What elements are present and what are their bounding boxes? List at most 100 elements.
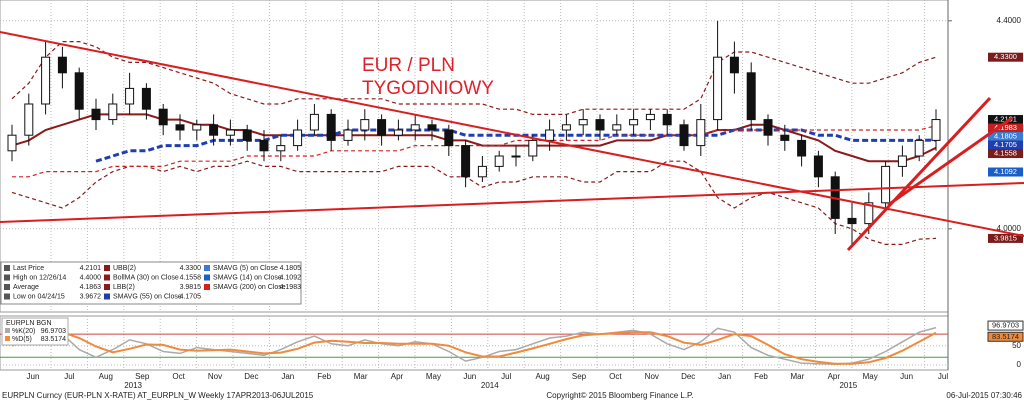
candle-body <box>494 155 504 167</box>
candle-body <box>578 119 588 126</box>
legend-swatch <box>204 284 210 290</box>
candle-body <box>158 108 168 126</box>
candle-body <box>477 165 487 178</box>
annotation: TYGODNIOWY <box>362 78 494 99</box>
stochastic-line <box>11 326 937 365</box>
candle-body <box>242 129 252 141</box>
x-tick-label: Aug <box>99 372 113 381</box>
candle-body <box>864 202 874 225</box>
candle-body <box>108 103 118 121</box>
y-tick-label: 4.4000 <box>997 16 1022 25</box>
legend-name: BollMA (30) on Close <box>113 274 179 281</box>
candle-body <box>797 139 807 157</box>
candle-body <box>645 113 655 121</box>
year-label: 2013 <box>124 381 142 390</box>
legend-swatch <box>204 274 210 281</box>
year-label: 2015 <box>839 381 857 390</box>
stochastic-line <box>11 331 937 365</box>
candle-body <box>679 124 689 147</box>
legend-name: SMAVG (14) on Close <box>213 274 282 281</box>
price-tag <box>988 123 1023 133</box>
legend-value: 4.1863 <box>80 284 102 291</box>
candle-body <box>763 119 773 136</box>
price-tag <box>988 115 1023 125</box>
candle-body <box>914 139 924 157</box>
x-tick-label: Feb <box>754 372 768 381</box>
legend-value: 83.5174 <box>41 336 66 343</box>
x-tick-label: Oct <box>609 372 622 381</box>
candle-body <box>612 124 622 131</box>
x-tick-label: Jul <box>501 372 511 381</box>
price-tag-label: 96.9703 <box>992 321 1019 330</box>
x-tick-label: Jul <box>64 372 74 381</box>
legend-value: 3.9672 <box>80 293 102 300</box>
x-tick-label: Nov <box>208 372 222 381</box>
legend-swatch <box>4 265 10 271</box>
candle-body <box>276 145 286 152</box>
legend-name: %K(20) <box>12 328 35 335</box>
candle-body <box>209 124 219 136</box>
legend-value: 4.1705 <box>180 293 202 300</box>
candle-body <box>192 124 202 131</box>
x-tick-label: Jan <box>718 372 731 381</box>
candle-body <box>24 103 34 136</box>
legend-swatch <box>104 284 110 290</box>
x-tick-label: Dec <box>244 372 258 381</box>
overlay-line <box>12 125 937 178</box>
candle-body <box>461 145 471 178</box>
x-tick-label: Jul <box>938 372 948 381</box>
candle-body <box>881 165 891 204</box>
x-tick-label: Dec <box>681 372 695 381</box>
legend-name: LBB(2) <box>113 284 135 291</box>
price-tag <box>988 167 1023 177</box>
legend-value: 4.1805 <box>280 265 302 272</box>
candle-body <box>360 119 370 131</box>
legend-value: 96.9703 <box>41 328 66 335</box>
legend-name: SMAVG (5) on Close <box>213 265 278 272</box>
legend-name: %D(5) <box>12 336 32 343</box>
footer-center: Copyright© 2015 Bloomberg Finance L.P. <box>546 391 693 400</box>
legend-swatch <box>104 293 110 300</box>
y-tick-label: 0 <box>1017 360 1022 369</box>
x-tick-label: Jun <box>27 372 40 381</box>
lower-legend-box <box>1 317 69 346</box>
legend-swatch <box>104 265 110 271</box>
candle-body <box>444 129 454 147</box>
candle-body <box>326 113 336 141</box>
trend-line <box>846 96 992 252</box>
price-tag-label: 4.1558 <box>994 149 1017 158</box>
candle-body <box>125 87 135 105</box>
candle-body <box>528 139 538 157</box>
candle-body <box>91 108 101 121</box>
candle-body <box>57 56 67 74</box>
candle-body <box>393 129 403 136</box>
legend-name: Last Price <box>13 265 44 272</box>
price-tag <box>988 132 1023 142</box>
candle-body <box>427 124 437 131</box>
legend-name: Low on 04/24/15 <box>13 293 65 300</box>
candle-body <box>629 119 639 126</box>
x-tick-label: Mar <box>791 372 805 381</box>
legend-swatch <box>104 274 110 281</box>
y-tick-label: 50 <box>1012 341 1021 350</box>
x-tick-label: Aug <box>535 372 549 381</box>
x-tick-label: Jun <box>900 372 913 381</box>
candle-body <box>561 124 571 131</box>
legend-swatch <box>4 284 10 290</box>
legend-value: 4.1558 <box>180 274 202 281</box>
price-tag-label: 4.1705 <box>994 140 1017 149</box>
legend-swatch <box>4 293 10 300</box>
candle-body <box>343 129 353 141</box>
x-tick-label: Oct <box>172 372 185 381</box>
candle-body <box>897 155 907 167</box>
x-tick-label: Apr <box>391 372 404 381</box>
x-tick-label: Sep <box>135 372 150 381</box>
y-tick-label: 4.0000 <box>997 224 1022 233</box>
x-tick-label: May <box>426 372 441 381</box>
candle-body <box>259 139 269 152</box>
price-tag-label: 4.1983 <box>994 123 1017 132</box>
price-tag-label: 4.1805 <box>994 132 1017 141</box>
price-tag <box>987 320 1024 331</box>
candle-body <box>931 119 941 141</box>
